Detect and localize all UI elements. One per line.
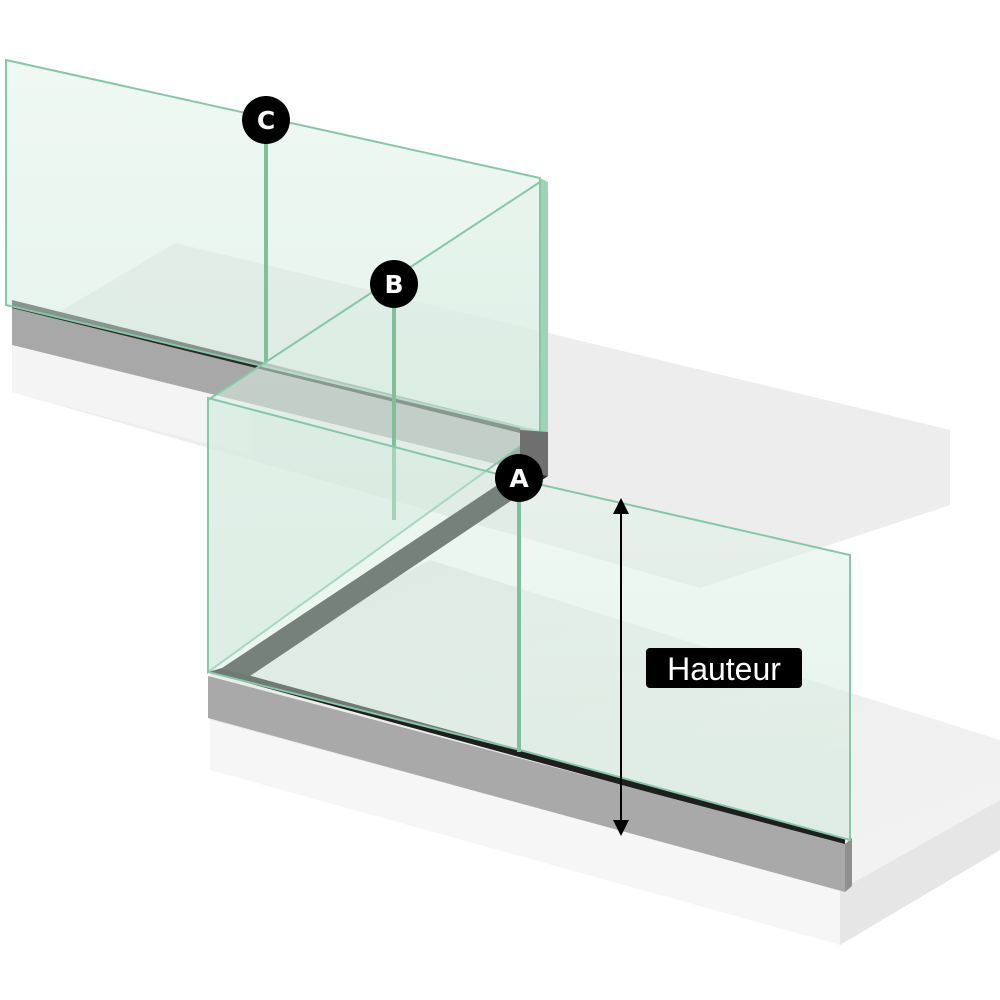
height-label-badge: Hauteur (646, 648, 802, 688)
marker-a-label: A (509, 464, 529, 493)
marker-c: C (242, 96, 290, 144)
marker-c-label: C (257, 106, 275, 135)
marker-a: A (495, 454, 543, 502)
marker-b-label: B (384, 270, 403, 299)
marker-b: B (370, 260, 418, 308)
height-label: Hauteur (667, 651, 781, 687)
